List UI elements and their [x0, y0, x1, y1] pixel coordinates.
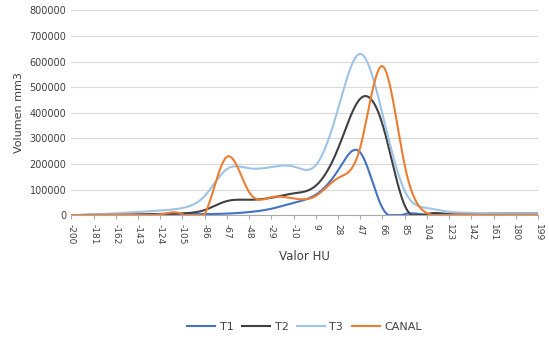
T2: [420, 213, 427, 217]
T3: [150, 209, 157, 213]
T1: [380, 208, 387, 212]
T3: [343, 78, 350, 82]
CANAL: [188, 213, 195, 217]
T2: [362, 94, 368, 98]
T1: [352, 148, 359, 152]
T2: [279, 193, 286, 197]
T1: [535, 212, 541, 216]
Line: T3: T3: [71, 54, 538, 215]
X-axis label: Valor HU: Valor HU: [279, 250, 330, 263]
T2: [343, 125, 350, 129]
T3: [279, 163, 286, 168]
T3: [68, 213, 75, 217]
T1: [68, 213, 75, 217]
T2: [68, 213, 75, 217]
T3: [420, 205, 427, 210]
CANAL: [343, 172, 350, 176]
Line: T1: T1: [71, 150, 538, 215]
T2: [188, 211, 195, 215]
T1: [188, 212, 195, 216]
T3: [357, 52, 363, 56]
T3: [380, 117, 387, 121]
Line: CANAL: CANAL: [71, 66, 538, 215]
Y-axis label: Volumen mm3: Volumen mm3: [14, 72, 24, 153]
T1: [420, 212, 427, 217]
T2: [150, 212, 157, 216]
Legend: T1, T2, T3, CANAL: T1, T2, T3, CANAL: [183, 318, 427, 337]
T1: [343, 155, 350, 159]
CANAL: [279, 195, 286, 199]
CANAL: [420, 209, 427, 213]
T1: [279, 204, 286, 208]
CANAL: [379, 64, 385, 68]
CANAL: [150, 213, 157, 217]
T3: [535, 211, 541, 215]
CANAL: [380, 65, 387, 69]
T2: [380, 127, 387, 131]
T3: [188, 203, 195, 208]
Line: T2: T2: [71, 96, 538, 215]
T2: [535, 212, 541, 216]
T1: [150, 212, 157, 217]
CANAL: [535, 213, 541, 217]
CANAL: [68, 213, 75, 217]
